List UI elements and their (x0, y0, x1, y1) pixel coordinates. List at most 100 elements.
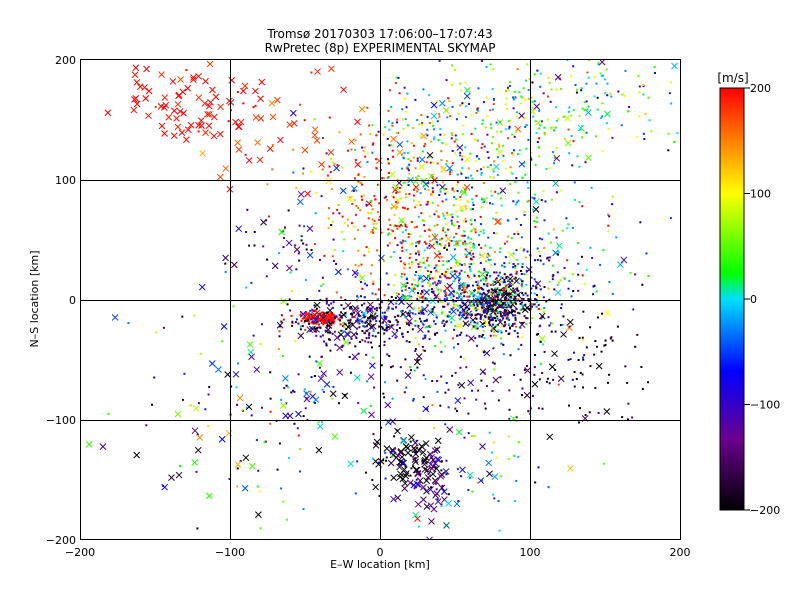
data-point-dot (376, 314, 379, 317)
data-point-dot (380, 325, 383, 328)
data-point-x (563, 114, 571, 122)
data-point-dot (461, 166, 464, 169)
data-point-dot (408, 172, 411, 175)
data-point-dot (497, 318, 500, 321)
data-point-dot (384, 318, 387, 321)
data-point-dot (422, 349, 425, 352)
data-point-dot (550, 330, 553, 333)
data-point-dot (463, 234, 466, 237)
data-point-dot (436, 100, 439, 103)
data-point-dot (510, 237, 513, 240)
data-point-dot (479, 302, 482, 305)
data-point-dot (352, 225, 355, 228)
data-point-dot (444, 187, 447, 190)
data-point-dot (450, 137, 453, 140)
data-point-dot (462, 314, 465, 317)
data-point-dot (430, 288, 433, 291)
data-point-dot (573, 181, 576, 184)
data-point-dot (469, 249, 472, 252)
data-point-dot (400, 272, 403, 275)
data-point-dot (441, 200, 444, 203)
data-point-dot (536, 258, 539, 261)
data-point-dot (355, 327, 358, 330)
data-point-dot (315, 330, 318, 333)
data-point-dot (476, 481, 479, 484)
data-point-dot (432, 138, 435, 141)
data-point-dot (482, 329, 485, 332)
data-point-dot (495, 290, 498, 293)
data-point-dot (464, 217, 467, 220)
data-point-dot (473, 219, 476, 222)
data-point-dot (498, 283, 501, 286)
data-point-x (429, 456, 437, 464)
data-point-dot (197, 130, 200, 133)
data-point-dot (526, 317, 529, 320)
data-point-x (99, 443, 107, 450)
data-point-dot (357, 307, 360, 310)
data-point-dot (507, 457, 510, 460)
data-point-dot (518, 149, 521, 152)
data-point-dot (519, 102, 522, 105)
data-point-dot (480, 246, 483, 249)
data-point-x (235, 225, 243, 233)
data-point-dot (442, 319, 445, 322)
data-point-dot (498, 145, 501, 148)
data-point-dot (414, 313, 417, 316)
data-point-dot (470, 320, 473, 323)
data-point-dot (256, 485, 259, 488)
data-point-dot (413, 306, 416, 309)
data-point-dot (185, 69, 188, 72)
data-point-dot (385, 456, 388, 459)
data-point-dot (452, 300, 455, 303)
data-point-dot (641, 387, 644, 390)
data-point-dot (406, 282, 409, 285)
data-point-dot (340, 315, 343, 318)
data-point-dot (436, 264, 439, 267)
data-point-x (399, 475, 407, 483)
data-point-dot (587, 105, 590, 108)
data-point-dot (404, 316, 407, 319)
data-point-dot (483, 296, 486, 299)
data-point-dot (459, 262, 462, 265)
data-point-dot (538, 127, 541, 130)
data-point-x (479, 270, 486, 278)
data-point-dot (444, 270, 447, 273)
data-point-dot (597, 63, 600, 66)
data-point-dot (310, 376, 313, 379)
data-point-dot (442, 226, 445, 229)
data-point-x (131, 71, 139, 79)
data-point-dot (316, 319, 319, 322)
data-point-dot (469, 303, 472, 306)
data-point-dot (351, 316, 354, 319)
data-point-dot (371, 124, 374, 127)
data-point-dot (582, 356, 585, 359)
data-point-dot (473, 244, 476, 247)
data-point-dot (468, 262, 471, 265)
data-point-dot (309, 309, 312, 312)
data-point-dot (338, 212, 341, 215)
data-point-dot (459, 154, 462, 157)
data-point-dot (507, 278, 510, 281)
data-point-dot (506, 235, 509, 238)
data-point-x (463, 86, 471, 94)
data-point-dot (446, 213, 449, 216)
data-point-dot (369, 404, 372, 407)
data-point-dot (489, 258, 492, 261)
data-point-dot (557, 117, 560, 120)
data-point-dot (539, 340, 542, 343)
data-point-dot (362, 313, 365, 316)
data-point-dot (341, 345, 344, 348)
data-point-dot (482, 310, 485, 313)
data-point-dot (483, 269, 486, 272)
data-point-dot (571, 164, 574, 167)
data-point-dot (284, 226, 287, 229)
data-point-dot (371, 228, 374, 231)
data-point-x (534, 280, 542, 288)
data-point-dot (534, 193, 537, 196)
data-point-dot (498, 289, 501, 292)
data-point-dot (145, 424, 148, 427)
data-point-dot (292, 389, 295, 392)
data-point-dot (604, 343, 607, 346)
data-point-dot (498, 251, 501, 254)
data-point-x (209, 86, 216, 94)
